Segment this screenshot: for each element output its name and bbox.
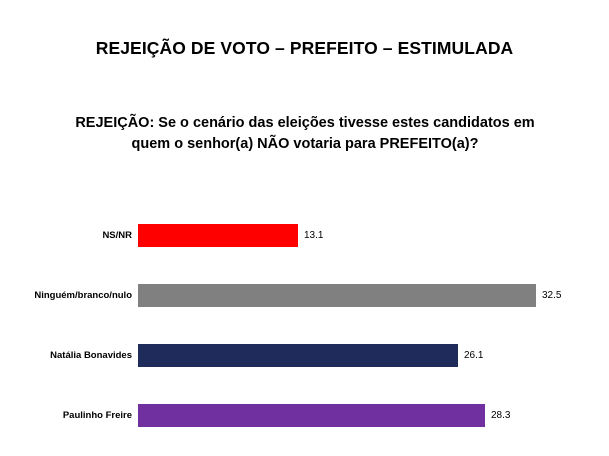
bar-value-label: 13.1 (304, 229, 324, 241)
category-label: Ninguém/branco/nulo (34, 289, 132, 301)
category-label: Paulinho Freire (62, 409, 132, 421)
category-label: Natália Bonavides (50, 349, 132, 361)
chart-row: Natália Bonavides 26.1 (0, 325, 609, 385)
bar-chart: NS/NR 13.1 Ninguém/branco/nulo 32.5 Natá… (0, 205, 609, 445)
page-title: REJEIÇÃO DE VOTO – PREFEITO – ESTIMULADA (95, 38, 514, 58)
bar-ninguem-branco-nulo (138, 283, 536, 307)
chart-row: Ninguém/branco/nulo 32.5 (0, 265, 609, 325)
bar-track: 28.3 (138, 385, 609, 445)
bar-value-label: 28.3 (491, 409, 511, 421)
bar-value-label: 26.1 (464, 349, 484, 361)
bar-ns-nr (138, 223, 298, 247)
bar-natalia-bonavides (138, 343, 458, 367)
chart-subtitle: REJEIÇÃO: Se o cenário das eleições tive… (75, 115, 535, 153)
chart-row: Paulinho Freire 28.3 (0, 385, 609, 445)
bar-value-label: 32.5 (542, 289, 562, 301)
bar-track: 32.5 (138, 265, 609, 325)
bar-track: 13.1 (138, 205, 609, 265)
bar-paulinho-freire (138, 403, 485, 427)
chart-row: NS/NR 13.1 (0, 205, 609, 265)
bar-track: 26.1 (138, 325, 609, 385)
category-label: NS/NR (102, 229, 132, 241)
